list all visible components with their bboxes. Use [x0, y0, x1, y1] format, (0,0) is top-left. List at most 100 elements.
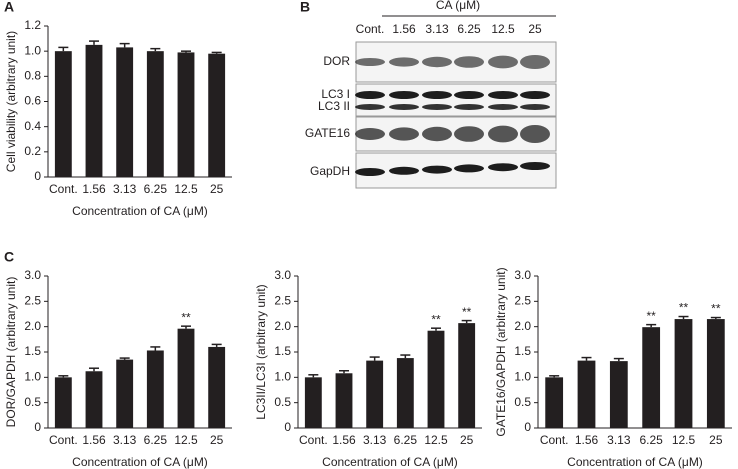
x-tick-label: 3.13: [113, 433, 137, 447]
lane-label: 6.25: [457, 22, 481, 36]
y-tick-label: 1.5: [514, 344, 531, 358]
bar: [366, 360, 384, 428]
panel-letter: A: [4, 0, 14, 15]
x-tick-label: 1.56: [575, 433, 599, 447]
row-label: GATE16: [305, 126, 350, 140]
y-tick-label: 2.5: [24, 294, 41, 308]
y-tick-label: 0.6: [24, 94, 41, 108]
bar: [208, 346, 226, 428]
y-axis-label: DOR/GAPDH (arbitrary unit): [4, 277, 18, 428]
bar: [85, 371, 103, 428]
x-tick-label: 1.56: [82, 182, 106, 196]
lane-label: 12.5: [491, 22, 515, 36]
y-tick-label: 2.0: [274, 319, 291, 333]
y-tick-label: 0.5: [24, 395, 41, 409]
bar: [177, 328, 195, 428]
y-tick-label: 1.5: [274, 344, 291, 358]
bar: [458, 323, 476, 428]
lane-label: 25: [528, 22, 542, 36]
significance-label: **: [646, 309, 656, 323]
y-tick-label: 0: [34, 420, 41, 434]
y-tick-label: 0.5: [514, 395, 531, 409]
y-tick-label: 0.5: [274, 395, 291, 409]
y-tick-label: 1.0: [24, 43, 41, 57]
blot-band: [488, 125, 518, 143]
blot-band: [389, 57, 419, 67]
bar: [177, 52, 195, 177]
x-tick-label: 25: [460, 433, 474, 447]
y-tick-label: 0.2: [24, 144, 41, 158]
blot-band: [355, 168, 385, 176]
blot-band: [355, 104, 385, 110]
bar: [146, 350, 164, 428]
x-tick-label: 3.13: [607, 433, 631, 447]
blot-band: [389, 104, 419, 110]
y-tick-label: 3.0: [274, 268, 291, 282]
blot-band: [454, 91, 484, 99]
significance-label: **: [679, 301, 689, 315]
y-axis-label: Cell viability (arbitrary unit): [4, 31, 18, 172]
blot-band: [355, 128, 385, 140]
y-tick-label: 2.5: [514, 294, 531, 308]
bar: [85, 44, 103, 177]
x-tick-label: Cont.: [299, 433, 328, 447]
x-axis-label: Concentration of CA (μM): [72, 204, 208, 218]
blot-band: [520, 125, 550, 143]
bar: [116, 359, 134, 428]
blot-band: [422, 126, 452, 142]
row-label: LC3 I: [321, 87, 350, 101]
y-tick-label: 2.5: [274, 294, 291, 308]
row-label: DOR: [323, 54, 350, 68]
bar: [335, 373, 353, 428]
bar: [116, 47, 134, 178]
blot-band: [488, 55, 518, 69]
y-tick-label: 1.5: [24, 344, 41, 358]
blot-band: [454, 56, 484, 68]
x-tick-label: 25: [210, 182, 224, 196]
y-tick-label: 2.0: [24, 319, 41, 333]
row-label: GapDH: [310, 164, 350, 178]
bar: [54, 51, 72, 177]
bar: [208, 53, 226, 177]
x-tick-label: 12.5: [174, 182, 198, 196]
blot-title: CA (μM): [436, 0, 480, 12]
lane-label: 1.56: [392, 22, 416, 36]
blot-strip: [355, 152, 557, 189]
y-tick-label: 0.4: [24, 119, 41, 133]
x-tick-label: 6.25: [394, 433, 418, 447]
x-axis-label: Concentration of CA (μM): [567, 455, 703, 469]
blot-band: [422, 165, 452, 174]
lane-label: 3.13: [425, 22, 449, 36]
row-label: LC3 II: [318, 99, 350, 113]
blot-band: [355, 58, 385, 66]
x-axis-label: Concentration of CA (μM): [72, 455, 208, 469]
x-tick-label: 12.5: [672, 433, 696, 447]
blot-band: [454, 126, 484, 142]
blot-band: [389, 127, 419, 141]
blot-band: [389, 166, 419, 175]
bar: [609, 361, 628, 428]
x-tick-label: 25: [709, 433, 723, 447]
blot-band: [488, 163, 518, 172]
panel-letter: C: [4, 249, 14, 265]
blot-band: [520, 55, 550, 69]
bar: [146, 51, 164, 177]
significance-label: **: [431, 312, 441, 326]
bar: [577, 360, 596, 428]
bar: [304, 377, 322, 428]
x-axis-label: Concentration of CA (μM): [322, 455, 458, 469]
bar: [706, 319, 725, 428]
lane-label: Cont.: [356, 22, 385, 36]
y-tick-label: 1.2: [24, 18, 41, 32]
x-tick-label: 3.13: [363, 433, 387, 447]
blot-band: [454, 164, 484, 173]
x-tick-label: 25: [210, 433, 224, 447]
y-tick-label: 0: [284, 420, 291, 434]
x-tick-label: 1.56: [82, 433, 106, 447]
y-tick-label: 1.0: [274, 370, 291, 384]
y-tick-label: 3.0: [24, 268, 41, 282]
y-tick-label: 1.0: [514, 370, 531, 384]
blot-band: [454, 104, 484, 110]
x-tick-label: 6.25: [144, 182, 168, 196]
